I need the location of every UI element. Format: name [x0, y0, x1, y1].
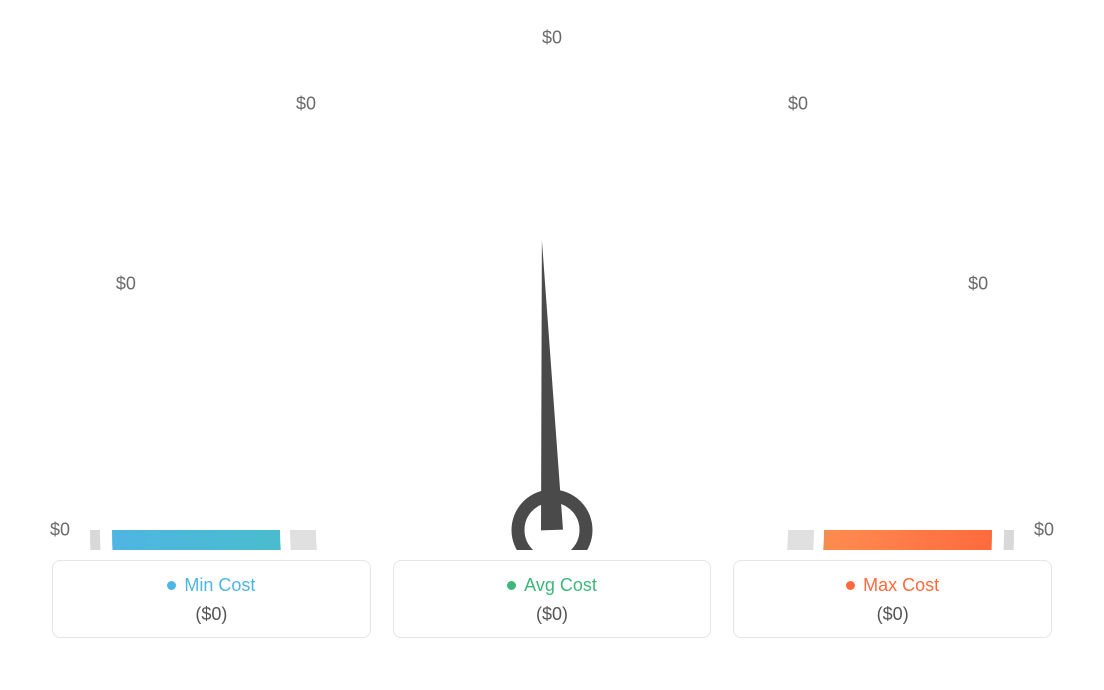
- legend-value-avg: ($0): [404, 604, 701, 625]
- legend-dot-min: [167, 581, 176, 590]
- gauge-tick-label: $0: [542, 28, 562, 49]
- legend-card-min: Min Cost ($0): [52, 560, 371, 638]
- gauge-tick-label: $0: [296, 93, 316, 114]
- legend-value-max: ($0): [744, 604, 1041, 625]
- legend-card-avg: Avg Cost ($0): [393, 560, 712, 638]
- gauge-tick-label: $0: [968, 274, 988, 295]
- gauge-tick-label: $0: [788, 93, 808, 114]
- legend-title: Avg Cost: [507, 575, 597, 596]
- gauge-chart: $0 $0 $0 $0 $0 $0 $0: [52, 10, 1052, 550]
- legend-dot-max: [846, 581, 855, 590]
- legend-value-min: ($0): [63, 604, 360, 625]
- legend-label-avg: Avg Cost: [524, 575, 597, 596]
- legend-row: Min Cost ($0) Avg Cost ($0) Max Cost ($0…: [52, 560, 1052, 638]
- legend-dot-avg: [507, 581, 516, 590]
- legend-title: Max Cost: [846, 575, 939, 596]
- gauge-tick-label: $0: [1034, 520, 1054, 541]
- gauge-svg: [52, 10, 1052, 550]
- gauge-tick-label: $0: [50, 520, 70, 541]
- legend-card-max: Max Cost ($0): [733, 560, 1052, 638]
- legend-label-min: Min Cost: [184, 575, 255, 596]
- gauge-tick-label: $0: [116, 274, 136, 295]
- legend-label-max: Max Cost: [863, 575, 939, 596]
- legend-title: Min Cost: [167, 575, 255, 596]
